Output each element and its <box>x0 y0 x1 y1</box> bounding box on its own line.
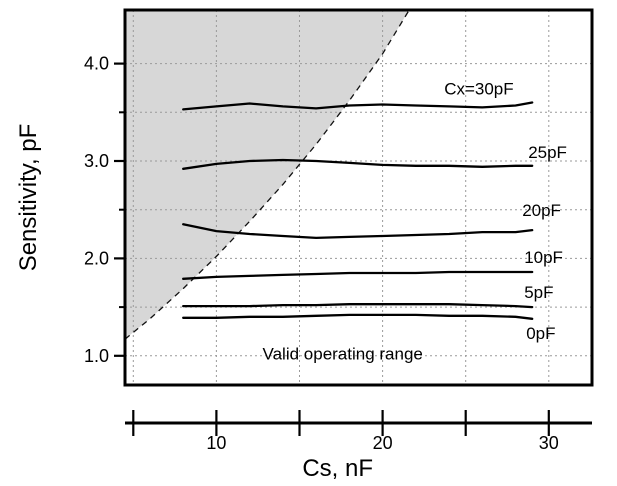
series-line-5 <box>182 303 534 309</box>
series-line-3 <box>182 223 534 240</box>
plot-frame <box>123 8 594 387</box>
x-tick-label-20: 20 <box>373 433 393 453</box>
y-tick-label-3: 3.0 <box>84 151 109 171</box>
series-label-1: Cx=30pF <box>444 80 513 99</box>
shaded-invalid-region <box>125 10 410 340</box>
series-label-5: 5pF <box>524 283 553 302</box>
series-line-1 <box>182 101 534 111</box>
series-label-2: 25pF <box>528 143 567 162</box>
x-tick-label-10: 10 <box>206 433 226 453</box>
x-tick-label-30: 30 <box>539 433 559 453</box>
series-label-3: 20pF <box>522 201 561 220</box>
series-label-6: 0pF <box>526 324 555 343</box>
valid-operating-range-label: Valid operating range <box>263 345 423 364</box>
y-tick-label-4: 4.0 <box>84 54 109 74</box>
series-label-4: 10pF <box>524 248 563 267</box>
series-line-6 <box>182 313 534 320</box>
y-tick-label-1: 1.0 <box>84 346 109 366</box>
boundary-dashed-line <box>125 10 410 340</box>
series-line-4 <box>182 270 534 280</box>
y-axis-label: Sensitivity, pF <box>15 124 42 272</box>
x-axis-label: Cs, nF <box>302 455 373 482</box>
series-line-2 <box>182 158 534 170</box>
y-tick-label-2: 2.0 <box>84 248 109 268</box>
